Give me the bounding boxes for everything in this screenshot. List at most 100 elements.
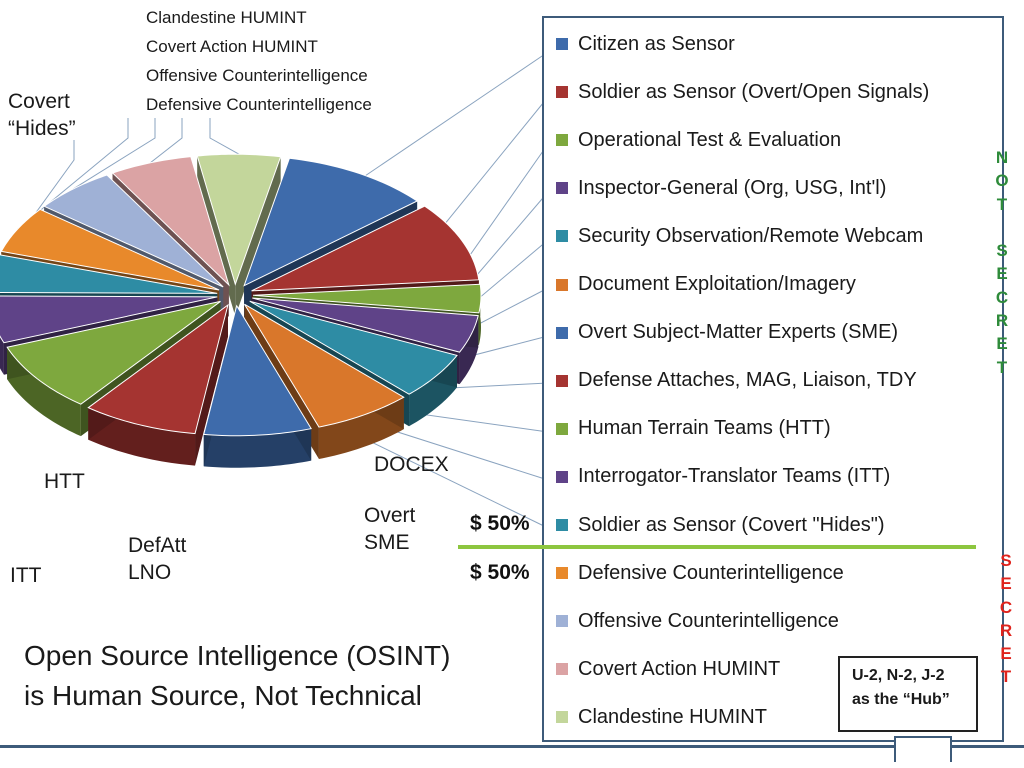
legend: Citizen as Sensor Soldier as Sensor (Over… xyxy=(542,16,1004,742)
legend-item: Soldier as Sensor (Overt/Open Signals) xyxy=(556,78,929,106)
pie-slice-top xyxy=(196,153,282,286)
pie-slice-top xyxy=(252,283,482,314)
not-secret-letter: T xyxy=(996,357,1008,377)
legend-item: Defense Attaches, MAG, Liaison, TDY xyxy=(556,367,917,395)
pie-slice-side xyxy=(88,407,196,466)
pie-slice-top xyxy=(6,300,221,405)
secret-letter: S xyxy=(1000,551,1012,570)
label-itt: ITT xyxy=(10,564,42,587)
pie-slice-top xyxy=(87,303,229,435)
pie-slice xyxy=(196,153,282,317)
legend-swatch xyxy=(556,230,568,243)
legend-swatch xyxy=(556,374,568,387)
legend-swatch xyxy=(556,470,568,483)
label-offensive-ci: Offensive Counterintelligence xyxy=(146,66,368,85)
legend-label: Soldier as Sensor (Covert "Hides") xyxy=(578,513,885,536)
slide-title: Open Source Intelligence (OSINT) is Huma… xyxy=(24,636,450,716)
pie-slice-top xyxy=(0,208,220,291)
legend-swatch xyxy=(556,134,568,147)
legend-label: Security Observation/Remote Webcam xyxy=(578,224,924,247)
not-secret-letter: T xyxy=(996,194,1008,214)
secret-letter: E xyxy=(1000,644,1012,664)
not-secret-letter: S xyxy=(996,241,1008,261)
label-overt-sme: Overt SME xyxy=(364,504,416,554)
legend-item: Soldier as Sensor (Covert "Hides") xyxy=(556,511,885,539)
fifty-percent-divider xyxy=(458,545,976,549)
secret-letter: R xyxy=(999,620,1013,640)
legend-item: Operational Test & Evaluation xyxy=(556,126,841,154)
pie-slice-top xyxy=(244,303,405,428)
pie-slice-top xyxy=(251,205,480,292)
leader-line xyxy=(150,118,183,164)
percent-bottom: $ 50% xyxy=(470,561,530,584)
legend-label: Offensive Counterintelligence xyxy=(578,609,839,632)
label-clandestine-humint: Clandestine HUMINT xyxy=(146,8,307,27)
label-defensive-ci: Defensive Counterintelligence xyxy=(146,95,372,114)
legend-swatch xyxy=(556,711,568,724)
legend-swatch xyxy=(556,86,568,99)
label-covert-hides: Covert “Hides” xyxy=(8,90,76,140)
pie-slice-top xyxy=(0,254,218,294)
legend-swatch xyxy=(556,663,568,676)
legend-item: Inspector-General (Org, USG, Int'l) xyxy=(556,174,886,202)
pie-slice-top xyxy=(249,300,458,395)
hub-box: U-2, N-2, J-2 as the “Hub” xyxy=(838,656,978,732)
label-htt: HTT xyxy=(44,470,85,493)
footer-tab xyxy=(894,736,952,762)
label-defatt-lno: DefAtt LNO xyxy=(128,534,187,584)
legend-item: Citizen as Sensor xyxy=(556,30,735,58)
legend-item: Overt Subject-Matter Experts (SME) xyxy=(556,319,898,347)
legend-swatch xyxy=(556,326,568,339)
legend-label: Defense Attaches, MAG, Liaison, TDY xyxy=(578,369,917,392)
pie-slices xyxy=(0,153,482,468)
legend-label: Interrogator-Translator Teams (ITT) xyxy=(578,465,891,488)
not-secret-letter: E xyxy=(996,264,1008,284)
pie-slice-side xyxy=(0,336,4,375)
legend-swatch xyxy=(556,615,568,628)
hub-line-1: U-2, N-2, J-2 xyxy=(852,667,945,684)
legend-swatch xyxy=(556,422,568,435)
pie-slice-wall xyxy=(235,156,281,317)
pie-slice-top xyxy=(203,304,312,437)
pie-slice xyxy=(203,304,312,468)
leader-line xyxy=(209,118,240,155)
leader-line xyxy=(17,118,129,230)
pie-slice-top xyxy=(0,295,218,344)
label-covert-action-humint: Covert Action HUMINT xyxy=(146,37,318,56)
secret-letter: C xyxy=(999,597,1013,617)
legend-item: Interrogator-Translator Teams (ITT) xyxy=(556,463,890,491)
hub-line-2: as the “Hub” xyxy=(852,691,950,708)
legend-label: Human Terrain Teams (HTT) xyxy=(578,417,831,440)
not-secret-letter: R xyxy=(995,311,1009,331)
slide-title-line-2: is Human Source, Not Technical xyxy=(24,680,422,711)
pie-slice-top xyxy=(111,156,230,287)
legend-item: Defensive Counterintelligence xyxy=(556,559,844,587)
pie-slice-side xyxy=(203,428,312,468)
legend-swatch xyxy=(556,567,568,580)
legend-swatch xyxy=(556,519,568,531)
pie-slice-top xyxy=(252,297,479,353)
legend-item: Human Terrain Teams (HTT) xyxy=(556,415,831,443)
legend-label: Document Exploitation/Imagery xyxy=(578,273,856,295)
legend-item: Clandestine HUMINT xyxy=(556,703,767,731)
not-secret-letter: N xyxy=(995,148,1009,167)
legend-swatch xyxy=(556,182,568,195)
legend-label: Operational Test & Evaluation xyxy=(578,128,842,151)
leader-line xyxy=(72,118,156,190)
secret-letter: E xyxy=(1000,574,1012,594)
legend-label: Covert Action HUMINT xyxy=(578,657,781,680)
legend-swatch xyxy=(556,278,568,291)
legend-item: Document Exploitation/Imagery xyxy=(556,271,856,299)
secret-letter: T xyxy=(1000,667,1012,687)
leader-line xyxy=(338,51,549,195)
legend-item: Offensive Counterintelligence xyxy=(556,607,839,635)
legend-label: Clandestine HUMINT xyxy=(578,705,767,728)
legend-label: Inspector-General (Org, USG, Int'l) xyxy=(578,176,887,199)
legend-label: Citizen as Sensor xyxy=(578,32,735,55)
not-secret-letter: O xyxy=(995,171,1009,191)
not-secret-letter xyxy=(992,216,1012,239)
